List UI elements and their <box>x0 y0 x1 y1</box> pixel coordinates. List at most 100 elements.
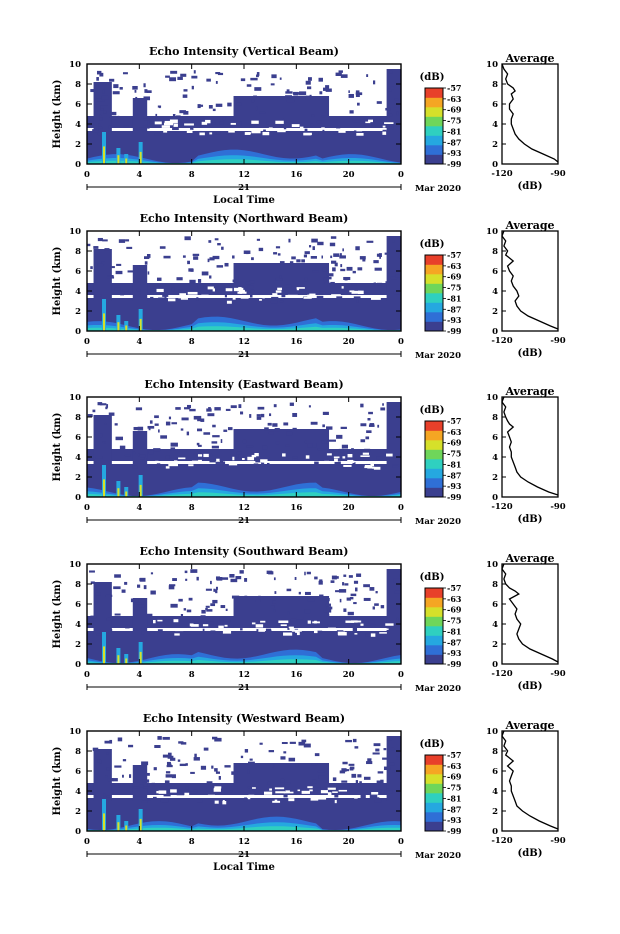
echo-tower-early <box>93 415 112 467</box>
echo-gap <box>320 790 328 794</box>
y-tick-label: 0 <box>75 493 81 503</box>
echo-speckle <box>330 236 337 239</box>
echo-speckle <box>255 106 258 111</box>
echo-gap <box>209 132 213 135</box>
echo-speckle <box>163 792 171 797</box>
echo-speckle <box>373 260 379 264</box>
echo-speckle <box>179 763 187 767</box>
echo-speckle <box>243 798 248 802</box>
echo-speckle <box>271 74 277 79</box>
echo-speckle <box>330 132 335 135</box>
echo-gap <box>370 633 376 637</box>
echo-gap <box>207 286 214 290</box>
echo-speckle <box>166 761 171 766</box>
echo-speckle <box>200 765 207 770</box>
echo-speckle <box>102 441 106 444</box>
echo-speckle <box>351 283 357 286</box>
echo-speckle <box>336 296 343 299</box>
echo-speckle <box>156 463 161 468</box>
echo-speckle <box>178 289 184 294</box>
y-tick-label: 2 <box>75 307 81 317</box>
echo-speckle <box>196 799 203 803</box>
echo-speckle <box>110 266 115 269</box>
echo-speckle <box>323 277 330 281</box>
echo-speckle <box>181 417 189 421</box>
echo-speckle <box>395 274 401 278</box>
echo-speckle <box>104 441 106 444</box>
echo-gap <box>283 632 293 636</box>
colorbar-segment <box>425 793 443 803</box>
echo-speckle <box>147 425 155 429</box>
x-tick-label: 16 <box>290 337 302 347</box>
echo-speckle <box>222 117 226 121</box>
echo-speckle <box>256 416 262 420</box>
echo-speckle <box>101 95 109 100</box>
echo-speckle <box>183 608 187 611</box>
colorbar-tick-label: -63 <box>447 594 462 604</box>
y-tick-label: 2 <box>75 473 81 483</box>
echo-speckle <box>244 578 248 582</box>
echo-speckle <box>247 769 250 774</box>
average-x-tick-label: -120 <box>491 502 512 512</box>
colorbar-tick-label: -93 <box>447 815 462 825</box>
echo-speckle <box>359 781 362 785</box>
echo-gap <box>155 460 159 464</box>
echo-speckle <box>398 255 401 259</box>
y-tick-label: 8 <box>75 80 81 90</box>
echo-speckle <box>183 111 189 115</box>
echo-speckle <box>279 261 285 265</box>
echo-speckle <box>292 92 300 95</box>
colorbar-segment <box>425 302 443 313</box>
echo-speckle <box>351 773 357 778</box>
echo-speckle <box>342 761 348 765</box>
echo-gap <box>242 458 245 461</box>
echo-speckle <box>393 406 401 411</box>
colorbar-segment <box>425 755 443 765</box>
echo-speckle <box>363 597 371 601</box>
echo-speckle <box>110 111 117 116</box>
echo-speckle <box>104 740 112 744</box>
echo-speckle <box>214 407 221 411</box>
colorbar-tick-label: -99 <box>447 326 462 336</box>
echo-speckle <box>314 576 318 580</box>
echo-speckle <box>213 588 216 592</box>
echo-speckle <box>340 264 343 268</box>
echo-speckle <box>208 240 212 243</box>
echo-speckle <box>144 798 151 801</box>
x-tick-label: 16 <box>290 670 302 680</box>
echo-speckle <box>99 433 103 438</box>
echo-spike-core <box>103 479 106 497</box>
echo-speckle <box>380 605 385 609</box>
echo-speckle <box>127 270 135 273</box>
colorbar-segment <box>425 107 443 117</box>
echo-speckle <box>299 91 307 96</box>
echo-speckle <box>326 273 334 277</box>
echo-spike-core <box>139 151 142 164</box>
colorbar-unit: (dB) <box>420 405 445 416</box>
echo-speckle <box>201 609 206 614</box>
echo-speckle <box>172 578 177 581</box>
colorbar-tick-label: -81 <box>447 793 461 803</box>
echo-speckle <box>209 131 217 135</box>
echo-speckle <box>285 444 290 447</box>
echo-speckle <box>138 604 145 608</box>
echo-gap <box>373 466 381 470</box>
echo-speckle <box>176 115 181 119</box>
echo-surface-layer <box>87 492 401 497</box>
panel-title: Echo Intensity (Northward Beam) <box>140 212 349 225</box>
average-x-label: (dB) <box>518 681 543 692</box>
echo-gap <box>275 290 282 293</box>
echo-speckle <box>317 241 324 246</box>
average-y-tick-label: 2 <box>492 307 498 317</box>
colorbar-tick-label: -69 <box>447 272 462 282</box>
echo-layer <box>87 236 401 331</box>
colorbar-tick-label: -87 <box>447 470 461 480</box>
echo-speckle <box>335 131 338 136</box>
colorbar-tick-label: -69 <box>447 605 462 615</box>
echo-speckle <box>99 114 102 117</box>
echo-speckle <box>176 791 185 796</box>
echo-speckle <box>244 749 249 753</box>
echo-speckle <box>360 439 366 443</box>
echo-speckle <box>141 630 145 635</box>
echo-gap <box>240 295 249 299</box>
